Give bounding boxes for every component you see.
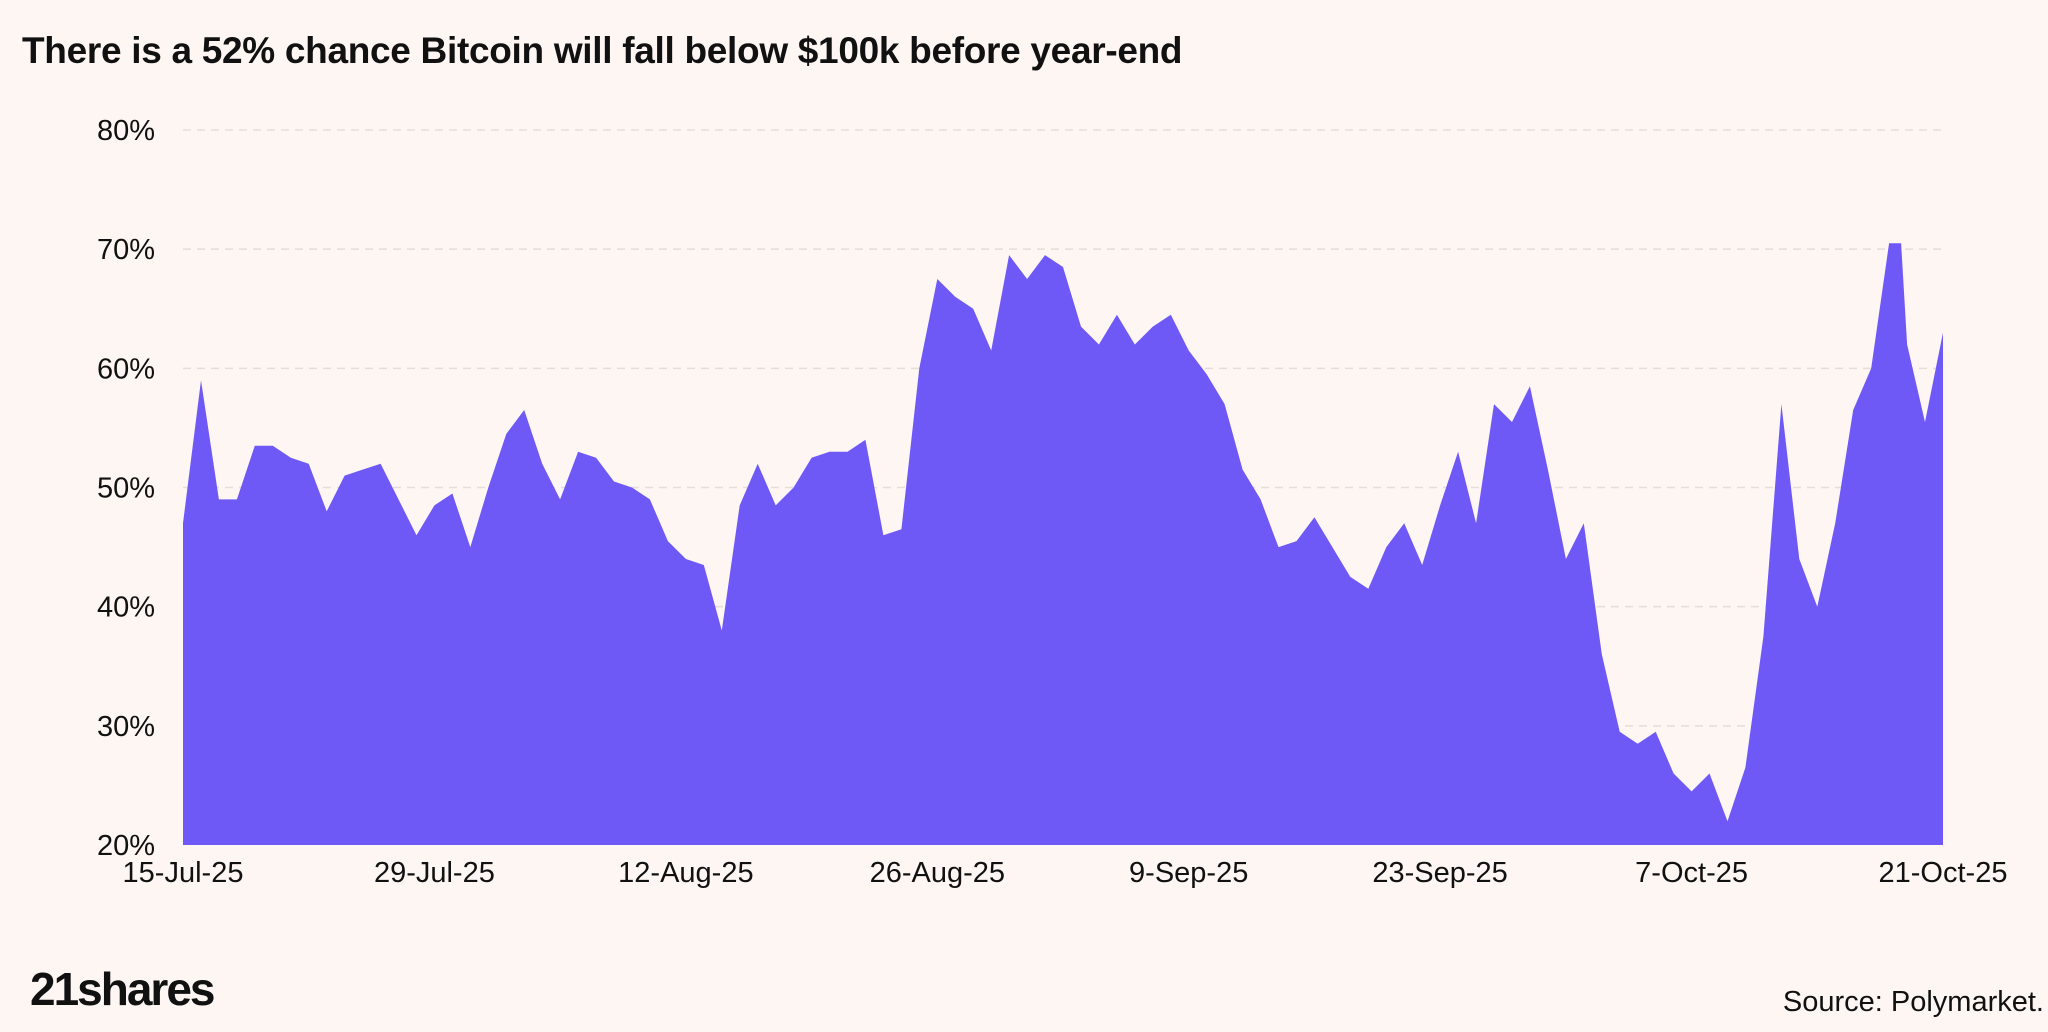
- brand-logo: 21shares: [30, 963, 215, 1015]
- y-tick-label: 20%: [97, 830, 155, 862]
- y-axis: 20% 30% 40% 50% 60% 70% 80%: [97, 115, 155, 862]
- y-tick-label: 60%: [97, 353, 155, 385]
- y-tick-label: 30%: [97, 711, 155, 743]
- x-tick-label: 9-Sep-25: [1129, 857, 1248, 889]
- source-note: Source: Polymarket.: [1782, 986, 2044, 1018]
- x-axis: 15-Jul-25 29-Jul-25 12-Aug-25 26-Aug-25 9-Se…: [123, 857, 2008, 889]
- y-tick-label: 50%: [97, 473, 155, 505]
- x-tick-label: 15-Jul-25: [123, 857, 244, 889]
- x-tick-label: 12-Aug-25: [618, 857, 753, 889]
- y-tick-label: 70%: [97, 234, 155, 266]
- plot-area: [183, 243, 1943, 845]
- y-tick-label: 40%: [97, 592, 155, 624]
- y-tick-label: 80%: [97, 115, 155, 147]
- x-tick-label: 29-Jul-25: [374, 857, 495, 889]
- x-tick-label: 7-Oct-25: [1635, 857, 1748, 889]
- x-tick-label: 26-Aug-25: [870, 857, 1005, 889]
- page-title: There is a 52% chance Bitcoin will fall …: [22, 30, 1183, 71]
- area-chart: 20% 30% 40% 50% 60% 70% 80% 15-Jul-25 29-Jul-25…: [97, 115, 2008, 889]
- x-tick-label: 21-Oct-25: [1879, 857, 2008, 889]
- x-tick-label: 23-Sep-25: [1372, 857, 1507, 889]
- probability-area: [183, 243, 1943, 845]
